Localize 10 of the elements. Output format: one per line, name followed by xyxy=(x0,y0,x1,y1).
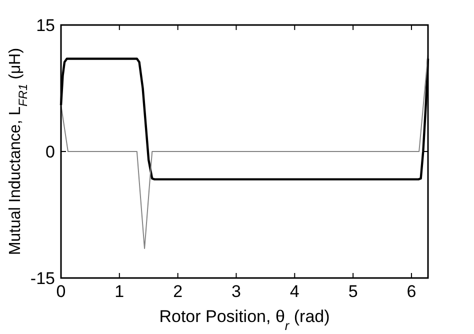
x-tick-label: 4 xyxy=(290,282,300,301)
y-tick-label: 0 xyxy=(46,142,55,162)
y-tick-label: 15 xyxy=(36,16,55,35)
x-tick-label: 1 xyxy=(114,282,124,301)
x-tick-label: 5 xyxy=(348,282,358,301)
x-tick-label: 6 xyxy=(406,282,416,301)
y-tick-label: -15 xyxy=(30,268,55,288)
x-tick-label: 3 xyxy=(232,282,241,301)
x-tick-label: 2 xyxy=(173,282,183,301)
x-axis-title: Rotor Position, θ$_{r}$ (rad) xyxy=(159,307,330,332)
